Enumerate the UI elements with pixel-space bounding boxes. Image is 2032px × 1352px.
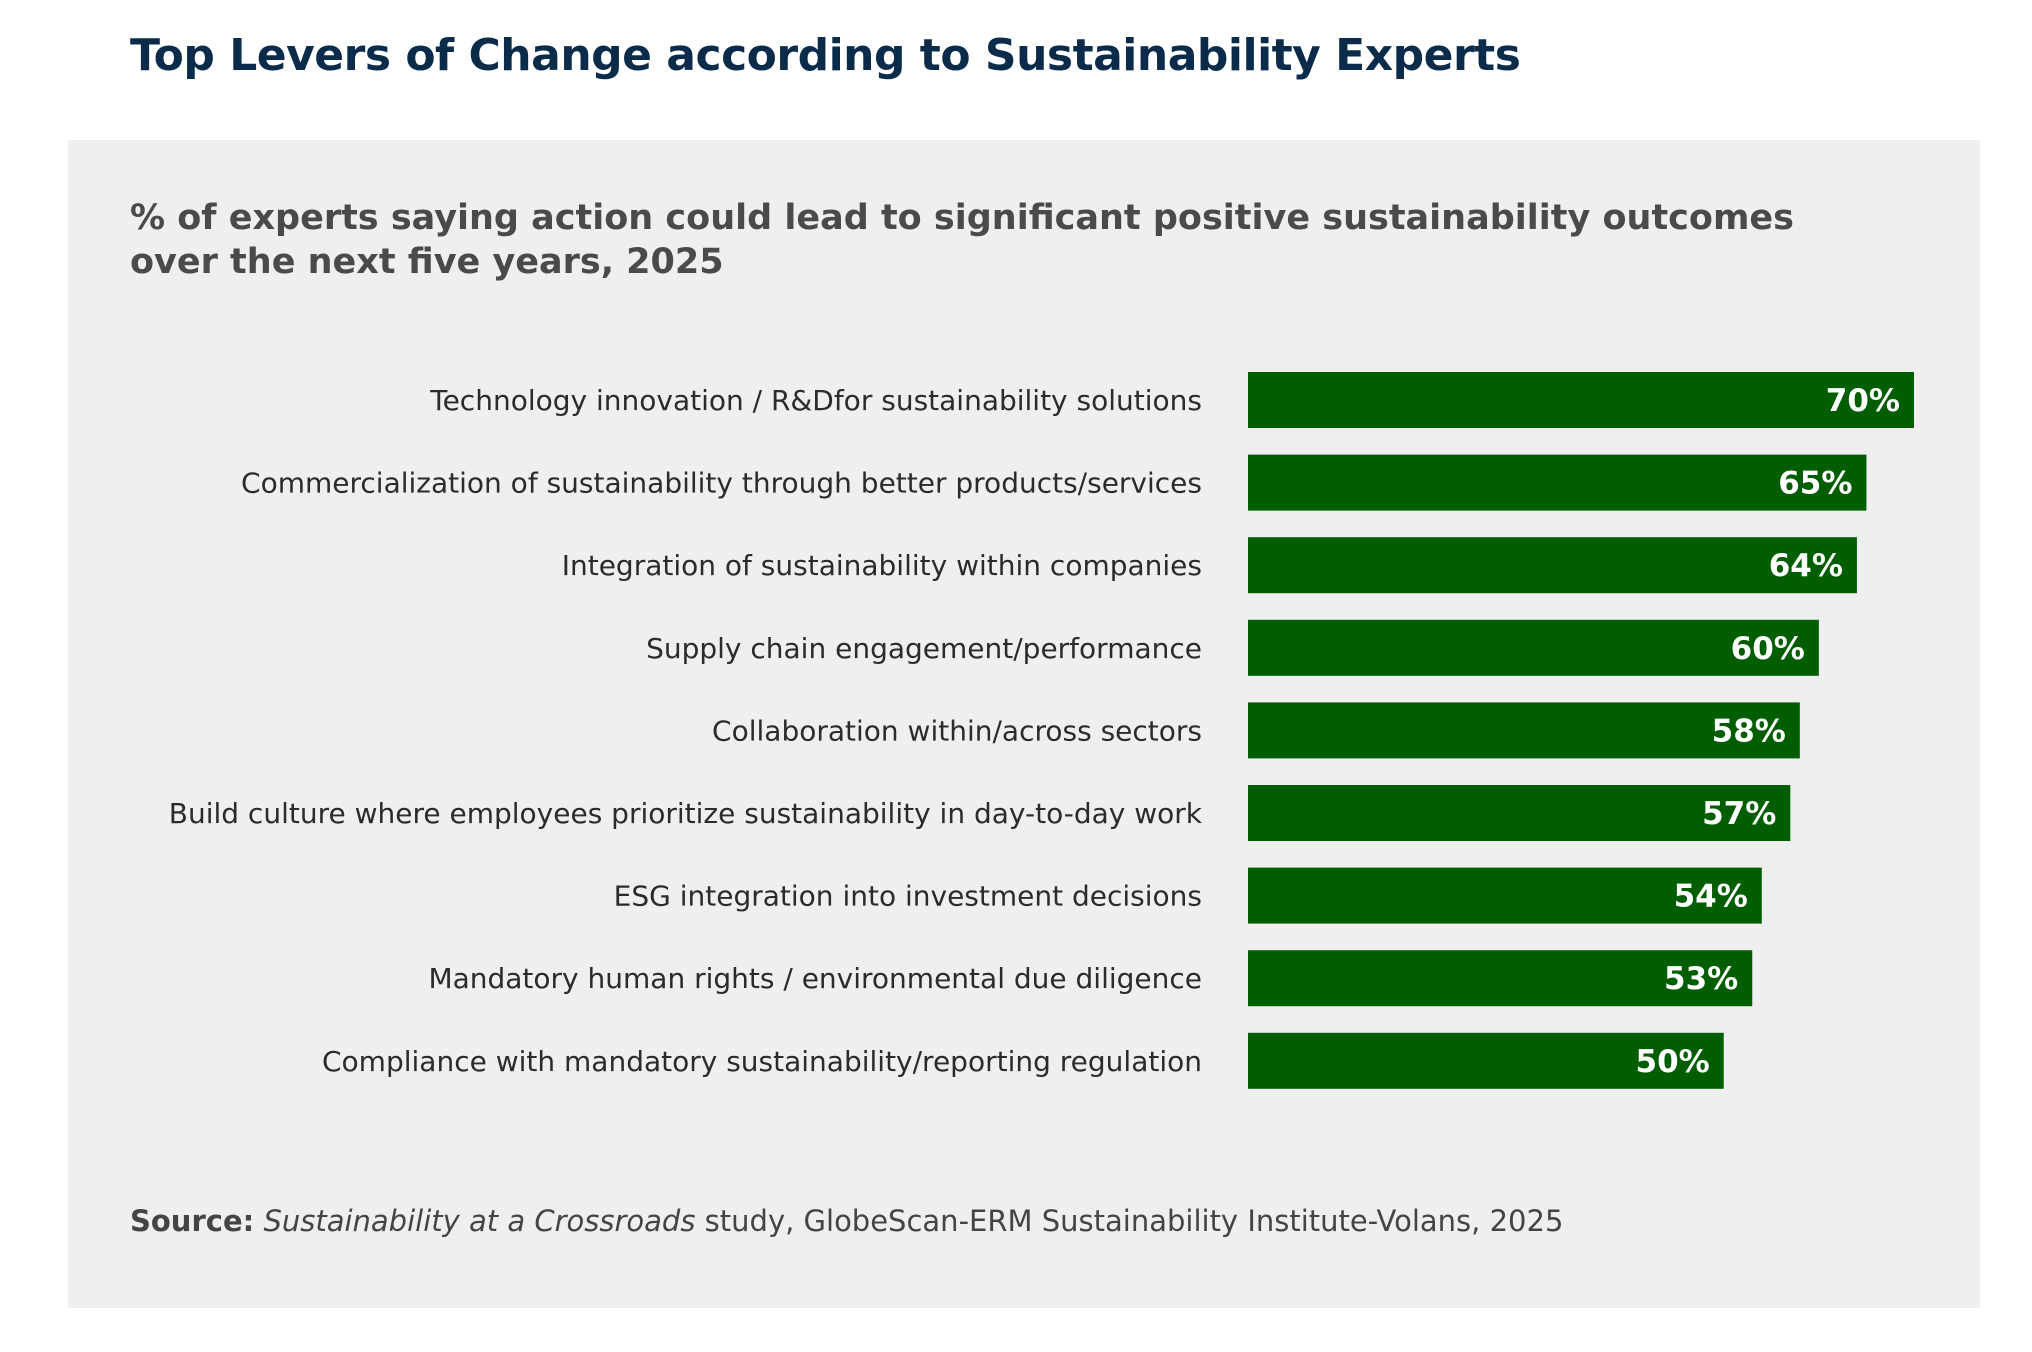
bar-value-label: 64% (1769, 548, 1843, 584)
bar-value-label: 60% (1731, 631, 1805, 667)
category-label: Commercialization of sustainability thro… (241, 467, 1202, 500)
bar-value-label: 70% (1826, 383, 1900, 419)
source-note: Source: Sustainability at a Crossroads s… (130, 1204, 1563, 1238)
bar (1248, 454, 1867, 511)
category-label: Build culture where employees prioritize… (169, 797, 1203, 830)
source-study-title: Sustainability at a Crossroads (263, 1204, 696, 1238)
bar-value-label: 53% (1664, 961, 1738, 997)
category-label: Supply chain engagement/performance (646, 632, 1202, 665)
bar (1248, 702, 1800, 759)
category-label: Integration of sustainability within com… (562, 549, 1202, 582)
bar-chart: 70% Technology innovation / R&Dfor sustai… (169, 372, 1914, 1089)
bar-value-label: 58% (1712, 713, 1786, 749)
bar (1248, 867, 1762, 924)
page-title: Top Levers of Change according to Sustai… (130, 30, 1521, 81)
bar (1248, 372, 1914, 428)
bar-value-label: 65% (1778, 466, 1852, 502)
bar (1248, 785, 1791, 841)
category-label: Mandatory human rights / environmental d… (428, 962, 1202, 995)
bar (1248, 537, 1857, 594)
source-details: study, GlobeScan-ERM Sustainability Inst… (695, 1204, 1564, 1238)
bar-value-label: 54% (1674, 879, 1748, 915)
bar-value-label: 57% (1702, 796, 1776, 832)
bar (1248, 950, 1753, 1007)
category-label: ESG integration into investment decision… (614, 880, 1202, 913)
chart-panel: % of experts saying action could lead to… (68, 140, 1980, 1308)
bar (1248, 1032, 1724, 1089)
category-label: Technology innovation / R&Dfor sustainab… (429, 384, 1202, 417)
chart-subtitle: % of experts saying action could lead to… (130, 198, 1795, 282)
bar-value-label: 50% (1636, 1044, 1710, 1080)
source-label: Source: (130, 1204, 255, 1238)
bar (1248, 619, 1819, 676)
category-label: Compliance with mandatory sustainability… (322, 1045, 1202, 1078)
category-label: Collaboration within/across sectors (712, 714, 1202, 747)
